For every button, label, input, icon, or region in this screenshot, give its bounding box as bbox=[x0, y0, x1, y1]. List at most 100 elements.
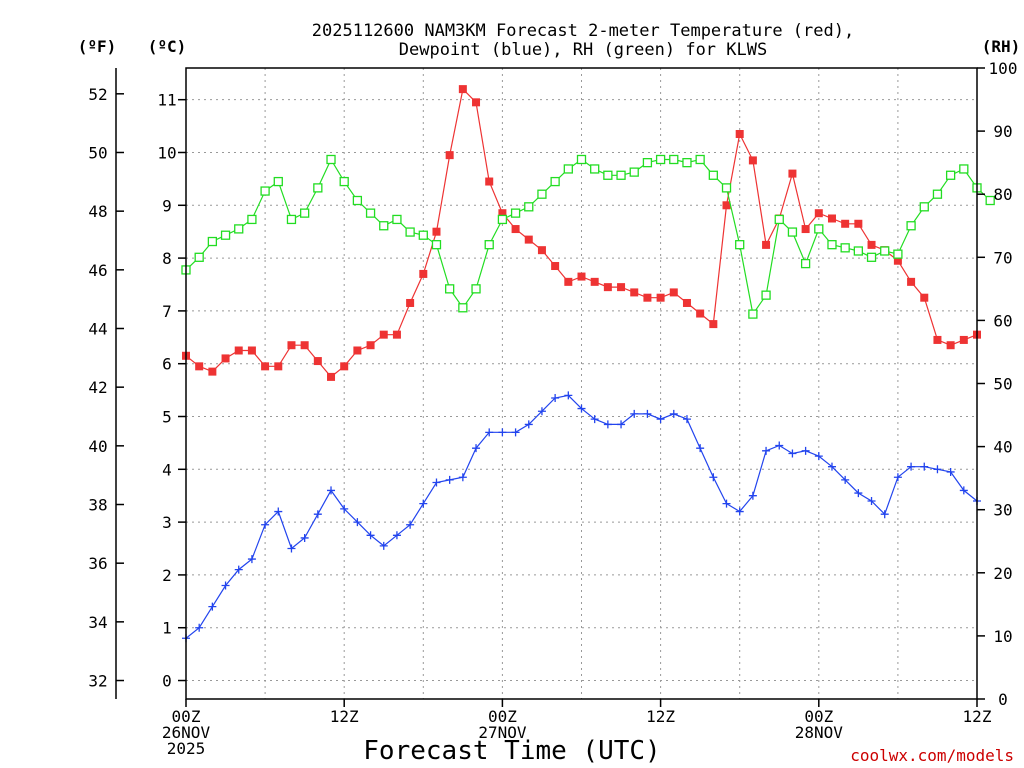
rh-point bbox=[735, 240, 745, 250]
rh-tick-label: 50 bbox=[993, 375, 1012, 394]
series-line bbox=[185, 394, 978, 639]
dewpoint-point bbox=[313, 510, 322, 519]
temperature-point bbox=[946, 341, 955, 350]
dewpoint-point bbox=[788, 449, 797, 458]
fahrenheit-tick-label: 50 bbox=[88, 143, 107, 162]
temperature-point bbox=[458, 85, 467, 94]
celsius-tick-label: 10 bbox=[157, 143, 176, 162]
rh-point bbox=[326, 154, 336, 165]
fahrenheit-tick-label: 40 bbox=[88, 437, 107, 456]
temperature-point bbox=[485, 177, 494, 186]
x-tick-label: 12Z bbox=[646, 707, 675, 726]
x-tick-label: 12Z bbox=[330, 707, 359, 726]
temperature-point bbox=[630, 288, 639, 297]
dewpoint-point bbox=[445, 475, 454, 484]
temperature-point bbox=[762, 240, 771, 249]
rh-tick-label: 90 bbox=[993, 122, 1012, 141]
temperature-point bbox=[801, 225, 810, 234]
celsius-tick-label: 3 bbox=[162, 513, 172, 532]
rh-point bbox=[194, 252, 204, 262]
rh-point bbox=[563, 164, 573, 174]
x-tick-label: 27NOV bbox=[478, 723, 527, 742]
x-tick-label: 2025 bbox=[167, 739, 206, 758]
rh-point bbox=[629, 167, 639, 177]
rh-point bbox=[286, 214, 297, 225]
rh-point bbox=[365, 208, 376, 218]
temperature-point bbox=[867, 240, 876, 249]
x-tick-label: 12Z bbox=[963, 707, 992, 726]
temperature-point bbox=[537, 246, 546, 255]
dewpoint-point bbox=[801, 446, 810, 455]
rh-point bbox=[445, 284, 455, 294]
rh-point bbox=[339, 176, 349, 187]
dewpoint-point bbox=[366, 531, 375, 540]
dewpoint-point bbox=[946, 467, 955, 476]
dewpoint-point bbox=[340, 504, 349, 513]
rh-point bbox=[919, 202, 929, 212]
dewpoint-point bbox=[327, 486, 336, 495]
dewpoint-point bbox=[775, 441, 784, 450]
dewpoint-point bbox=[735, 507, 744, 516]
rh-tick-label: 10 bbox=[993, 627, 1012, 646]
dewpoint-point bbox=[603, 420, 612, 429]
rh-tick-label: 0 bbox=[998, 690, 1008, 709]
temperature-point bbox=[893, 256, 902, 265]
temperature-point bbox=[577, 272, 586, 281]
dewpoint-point bbox=[564, 391, 573, 400]
fahrenheit-tick-label: 46 bbox=[88, 261, 107, 280]
dewpoint-point bbox=[195, 623, 204, 632]
dewpoint-point bbox=[234, 565, 243, 574]
fahrenheit-tick-label: 42 bbox=[88, 378, 107, 397]
dewpoint-point bbox=[907, 462, 916, 471]
rh-point bbox=[932, 189, 943, 199]
rh-point bbox=[906, 221, 916, 231]
temperature-point bbox=[814, 209, 823, 218]
temperature-point bbox=[656, 293, 665, 302]
temperature-point bbox=[472, 98, 481, 107]
rh-point bbox=[695, 154, 705, 165]
dewpoint-point bbox=[959, 486, 968, 495]
dewpoint-point bbox=[682, 415, 691, 424]
dewpoint-point bbox=[300, 533, 309, 542]
temperature-point bbox=[366, 341, 375, 350]
rh-point bbox=[893, 249, 903, 259]
dewpoint-point bbox=[458, 473, 467, 482]
dewpoint-point bbox=[261, 520, 270, 529]
rh-point bbox=[418, 230, 428, 240]
dewpoint-point bbox=[920, 462, 929, 471]
chart-title-line-1: 2025112600 NAM3KM Forecast 2-meter Tempe… bbox=[312, 21, 854, 41]
rh-point bbox=[787, 227, 798, 237]
dewpoint-point bbox=[643, 409, 652, 418]
rh-point bbox=[352, 195, 363, 206]
rh-point bbox=[853, 246, 863, 256]
rh-point bbox=[655, 154, 666, 165]
temperature-point bbox=[933, 335, 942, 344]
temperature-point bbox=[419, 269, 428, 278]
rh-point bbox=[247, 214, 257, 225]
dewpoint-point bbox=[880, 510, 889, 519]
rh-point bbox=[682, 157, 692, 168]
rh-point bbox=[299, 208, 310, 218]
fahrenheit-tick-label: 36 bbox=[88, 554, 107, 573]
temperature-point bbox=[261, 362, 270, 371]
temperature-point bbox=[748, 156, 757, 165]
temperature-point bbox=[353, 346, 362, 355]
dewpoint-point bbox=[485, 428, 494, 437]
celsius-tick-label: 9 bbox=[162, 196, 172, 215]
temperature-point bbox=[590, 277, 599, 286]
rh-point bbox=[497, 214, 508, 225]
temperature-point bbox=[920, 293, 929, 302]
rh-point bbox=[576, 154, 587, 165]
series-line bbox=[185, 158, 991, 316]
rh-point bbox=[458, 303, 468, 313]
fahrenheit-tick-label: 32 bbox=[88, 672, 107, 691]
celsius-unit-label: (ºC) bbox=[148, 37, 187, 56]
temperature-point bbox=[327, 372, 336, 381]
dewpoint-point bbox=[432, 478, 441, 487]
dewpoint-point bbox=[524, 420, 533, 429]
rh-point bbox=[774, 214, 784, 225]
rh-point bbox=[234, 224, 244, 234]
dewpoint-point bbox=[353, 518, 362, 527]
temperature-point bbox=[406, 298, 415, 307]
dewpoint-point bbox=[762, 446, 771, 455]
